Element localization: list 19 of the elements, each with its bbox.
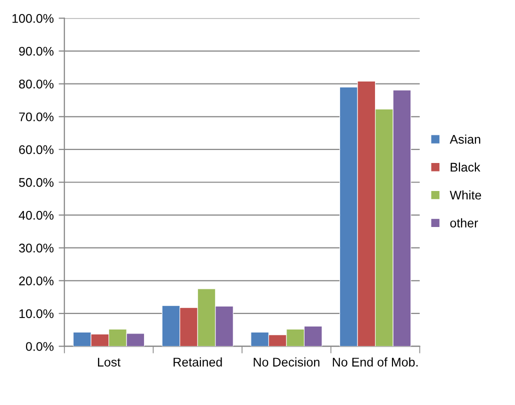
y-tick-label: 70.0% <box>19 112 54 122</box>
legend-label: Black <box>450 162 480 172</box>
x-tick-label: Lost <box>98 358 121 367</box>
y-tick-label: 60.0% <box>19 145 54 154</box>
y-tick-label: 90.0% <box>19 46 54 56</box>
y-tick-label: 100.0% <box>12 14 54 23</box>
legend-label: White <box>450 190 482 200</box>
x-tick-label: Retained <box>174 357 222 367</box>
y-tick-label: 40.0% <box>18 210 54 220</box>
y-tick-label: 20.0% <box>19 276 54 286</box>
y-tick-label: 30.0% <box>18 244 54 253</box>
x-tick-label: No Decision <box>254 357 320 367</box>
y-tick-label: 10.0% <box>19 309 54 318</box>
legend-label: Asian <box>450 134 480 144</box>
legend-label: other <box>450 218 478 228</box>
y-tick-label: 80.0% <box>19 80 54 88</box>
y-tick-label: 0.0% <box>26 342 54 351</box>
x-tick-label: No End of Mob. <box>332 357 418 367</box>
y-tick-label: 50.0% <box>19 178 54 187</box>
